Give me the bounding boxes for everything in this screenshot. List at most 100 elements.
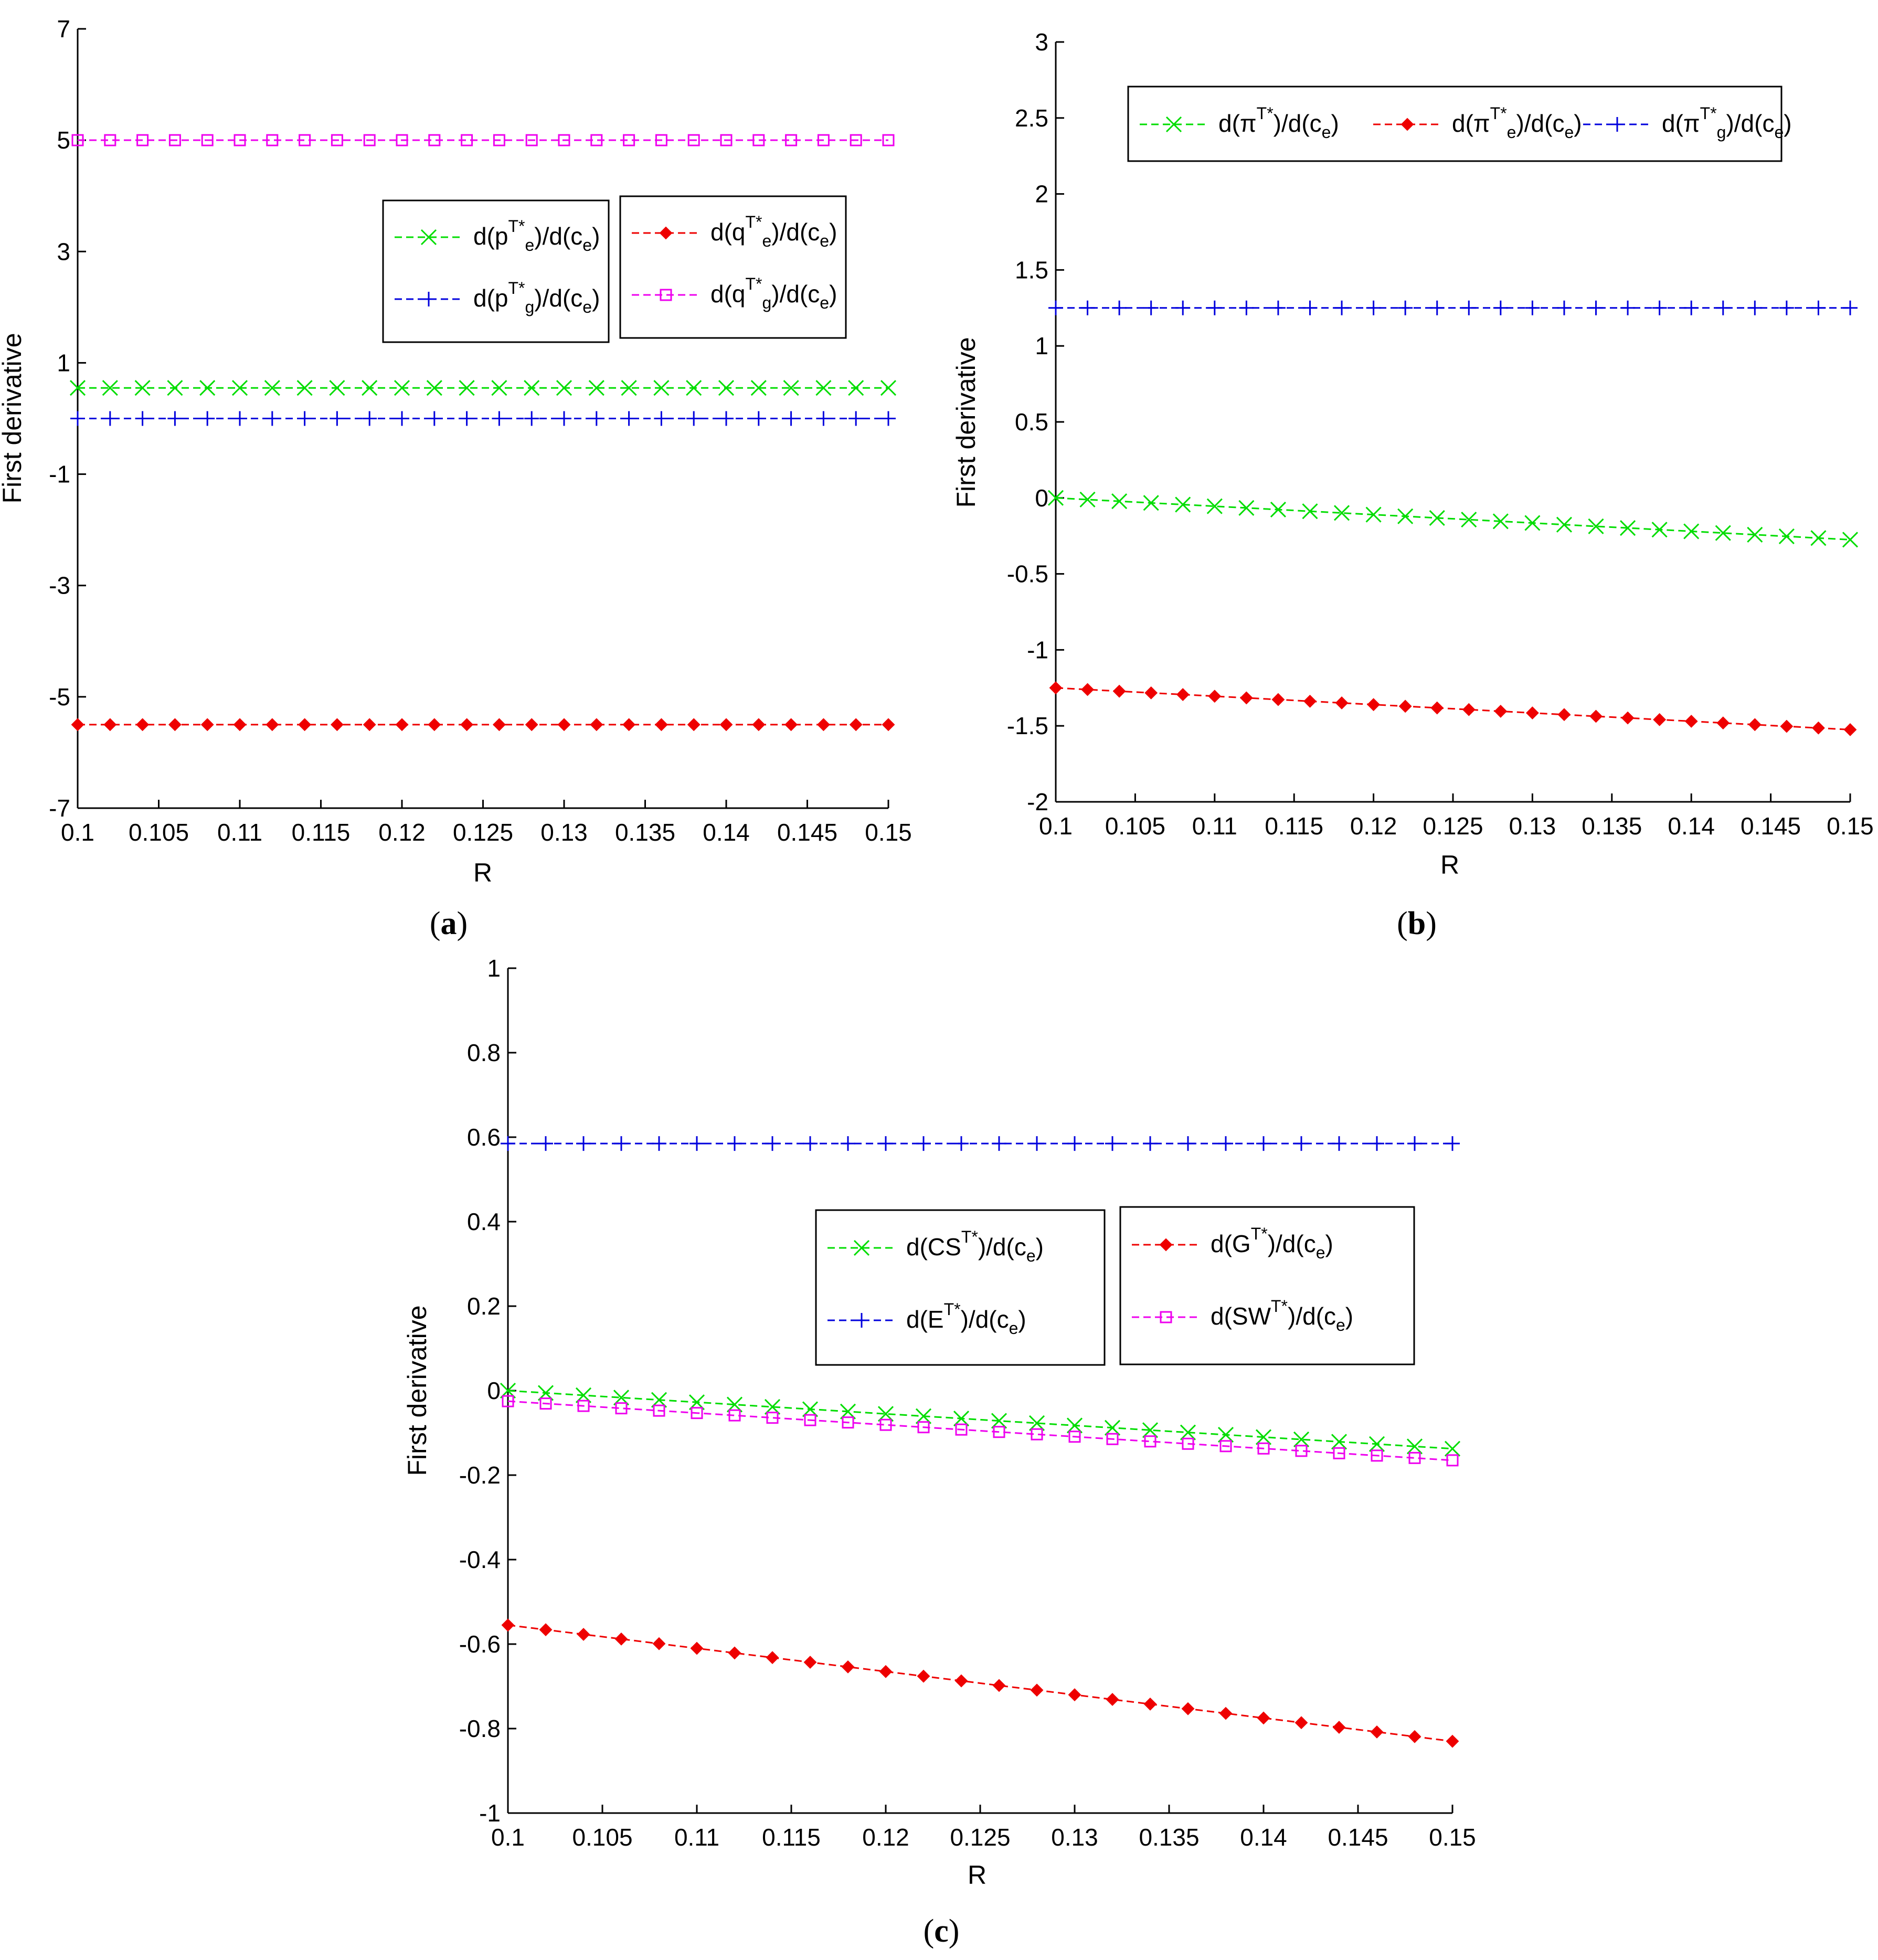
data-point xyxy=(1217,1427,1234,1443)
legend-entry-pie: d(πT*e)/d(ce) xyxy=(1373,104,1582,142)
data-point xyxy=(991,1413,1007,1429)
x-tick-label: 0.12 xyxy=(862,1824,909,1851)
data-point xyxy=(750,380,767,396)
data-point xyxy=(1843,300,1858,315)
legend-entry-pig: d(πT*g)/d(ce) xyxy=(1583,104,1792,142)
data-point xyxy=(524,411,539,426)
data-point xyxy=(493,134,505,146)
x-tick-label: 0.1 xyxy=(61,819,94,846)
x-tick-label: 0.105 xyxy=(572,1824,632,1851)
chart-b: -2 -1.5 -1 -0.5 0 0.5 1 1.5 2 2.5 3 0.1 0.105 0.11 0.1… xyxy=(951,28,1874,941)
data-point xyxy=(1371,1449,1383,1462)
data-point xyxy=(1256,1136,1271,1151)
data-point xyxy=(1778,528,1795,545)
data-point xyxy=(751,411,766,426)
data-point xyxy=(728,1646,741,1660)
x-tick-label: 0.125 xyxy=(1423,812,1483,840)
data-point xyxy=(1333,505,1350,521)
data-point xyxy=(363,134,376,146)
data-point xyxy=(816,718,830,732)
data-point xyxy=(459,380,475,396)
series-pe xyxy=(69,380,897,396)
series-line xyxy=(507,1390,1453,1450)
legend-label: d(qT*g)/d(ce) xyxy=(710,274,837,312)
legend-1: d(CST*)/d(ce) d(ET*)/d(ce) xyxy=(815,1209,1106,1366)
data-point xyxy=(654,718,668,732)
data-point xyxy=(1812,721,1825,735)
data-point xyxy=(201,134,214,146)
data-point xyxy=(136,134,149,146)
data-point xyxy=(719,718,733,732)
data-point xyxy=(1112,300,1127,315)
data-point xyxy=(558,134,570,146)
data-point xyxy=(917,1669,930,1683)
data-point xyxy=(1207,300,1222,315)
data-point xyxy=(654,411,669,426)
series-line xyxy=(1055,497,1851,541)
data-point xyxy=(589,411,604,426)
data-point xyxy=(1257,1442,1270,1455)
x-tick-label: 0.145 xyxy=(1328,1824,1388,1851)
data-point xyxy=(1181,1702,1195,1715)
y-tick-label: -1 xyxy=(49,461,70,488)
legend-label: d(pT*g)/d(ce) xyxy=(473,279,600,316)
data-point xyxy=(200,718,214,732)
data-point xyxy=(1525,300,1540,315)
data-point xyxy=(752,134,765,146)
data-point xyxy=(266,134,279,146)
data-point xyxy=(720,134,733,146)
legend-box xyxy=(815,1209,1106,1366)
data-point xyxy=(954,1136,969,1151)
x-axis-label: R xyxy=(968,1860,986,1890)
data-point xyxy=(653,1404,665,1417)
data-point xyxy=(1048,300,1063,315)
data-point xyxy=(817,134,830,146)
data-point xyxy=(1239,691,1253,705)
legend-marker xyxy=(421,292,436,306)
y-tick-label: 0.5 xyxy=(1015,408,1048,436)
data-point xyxy=(1239,300,1254,315)
data-point xyxy=(330,411,345,426)
legend-label: d(qT*e)/d(ce) xyxy=(710,213,837,250)
data-point xyxy=(525,134,538,146)
data-point xyxy=(1779,300,1794,315)
data-point xyxy=(785,134,798,146)
data-point xyxy=(1335,696,1349,709)
data-point xyxy=(1651,522,1668,538)
x-tick-label: 0.105 xyxy=(1105,812,1165,840)
data-point xyxy=(1429,510,1445,526)
data-point xyxy=(953,1411,970,1427)
y-tick-label: -5 xyxy=(49,683,70,711)
data-point xyxy=(621,380,637,396)
data-point xyxy=(502,1395,514,1407)
data-point xyxy=(816,411,831,426)
x-tick-label: 0.135 xyxy=(1139,1824,1199,1851)
data-point xyxy=(330,718,344,732)
data-point xyxy=(848,380,864,396)
data-point xyxy=(1111,493,1128,510)
data-point xyxy=(783,380,799,396)
data-point xyxy=(623,134,635,146)
data-point xyxy=(993,1426,1005,1438)
legend-entry-pe: d(pT*e)/d(ce) xyxy=(395,217,600,255)
data-point xyxy=(1684,300,1699,315)
data-point xyxy=(1079,491,1096,508)
legend-label: d(πT*e)/d(ce) xyxy=(1452,104,1582,142)
series-pie xyxy=(1049,681,1857,736)
data-point xyxy=(1333,1447,1345,1459)
x-tick-label: 0.105 xyxy=(129,819,189,846)
data-point xyxy=(1106,1433,1119,1445)
data-point xyxy=(200,411,215,426)
data-point xyxy=(426,380,442,396)
series-pi xyxy=(1047,490,1859,548)
data-point xyxy=(231,380,248,396)
data-point xyxy=(1180,1424,1196,1440)
data-point xyxy=(815,380,832,396)
data-point xyxy=(842,1416,854,1429)
y-axis-label: First derivative xyxy=(0,333,27,503)
legend-marker xyxy=(1400,118,1414,131)
data-point xyxy=(1397,508,1414,524)
data-point xyxy=(690,1641,704,1655)
legend-label: d(πT*g)/d(ce) xyxy=(1662,104,1792,142)
data-point xyxy=(1588,518,1604,535)
